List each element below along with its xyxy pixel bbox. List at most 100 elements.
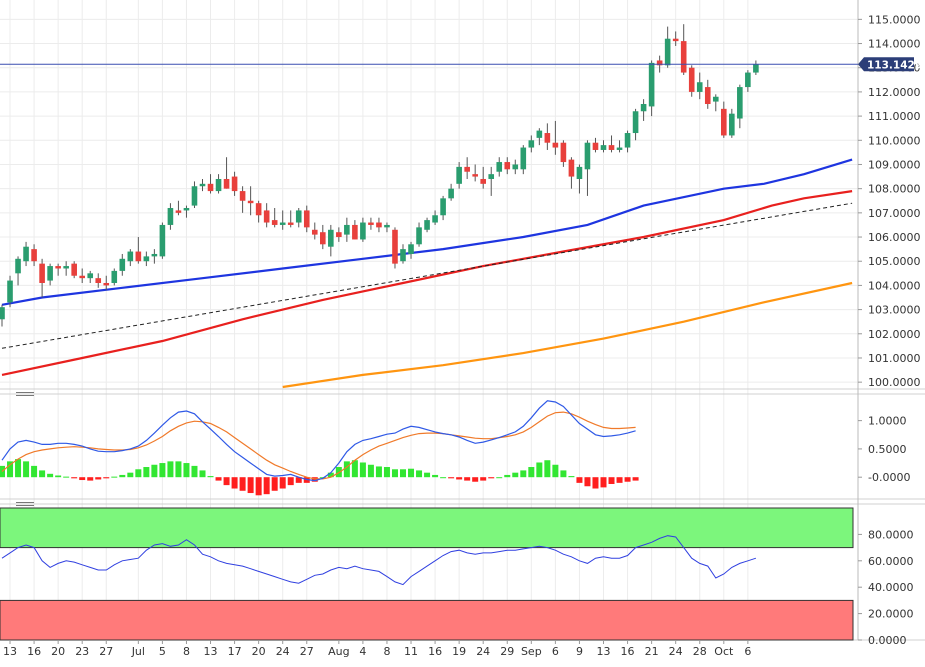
moving-averages (1, 158, 853, 389)
candle-body (576, 166, 583, 179)
macd-histogram-bar (15, 459, 22, 478)
candle-body (119, 258, 126, 271)
macd-histogram-bar (552, 464, 559, 478)
macd-histogram-bar (231, 477, 238, 489)
macd-histogram-bar (119, 474, 126, 478)
macd-histogram-bar (592, 477, 599, 489)
moving-average-line-1 (1, 190, 853, 376)
candle-body (656, 60, 663, 66)
candle-body (729, 113, 735, 136)
macd-indicator (0, 400, 639, 496)
macd-histogram-bar (103, 477, 110, 479)
x-tick-label: 28 (693, 645, 707, 658)
x-tick-label: 8 (383, 645, 390, 658)
candle-body (600, 145, 607, 150)
rsi-tick-label: 60.0000 (868, 555, 914, 568)
candle-body (328, 229, 334, 247)
rsi-tick-label: 80.0000 (868, 528, 914, 541)
candle-body (408, 244, 414, 254)
candle-body (0, 307, 5, 320)
price-tick-label: 103.0000 (868, 304, 921, 317)
x-tick-label: 6 (744, 645, 751, 658)
candle-body (472, 174, 478, 177)
price-tick-label: 101.0000 (868, 352, 921, 365)
macd-histogram-bar (488, 477, 495, 479)
candle-body (344, 224, 350, 235)
x-tick-label: 13 (597, 645, 611, 658)
x-tick-label: 13 (204, 645, 218, 658)
macd-histogram-bar (632, 477, 639, 481)
candle-body (721, 108, 727, 136)
candle-body (440, 198, 446, 216)
macd-histogram-bar (520, 470, 527, 478)
x-tick-label: 13 (3, 645, 17, 658)
candle-body (320, 232, 326, 245)
panel-handle (16, 395, 34, 396)
candle-body (111, 270, 118, 283)
panel-handle (16, 392, 34, 393)
macd-tick-label: 0.5000 (868, 443, 907, 456)
macd-histogram-bar (560, 470, 567, 478)
macd-histogram-bar (544, 460, 551, 478)
candle-body (632, 111, 639, 134)
x-tick-label: 16 (27, 645, 41, 658)
candle-body (712, 96, 719, 102)
candle-body (544, 133, 551, 143)
macd-histogram-bar (416, 470, 423, 478)
candle-body (480, 178, 486, 184)
candle-body (640, 104, 647, 112)
oversold-zone (0, 599, 854, 641)
macd-histogram-bar (528, 467, 535, 478)
macd-histogram-bar (247, 477, 254, 494)
x-tick-label: Oct (714, 645, 734, 658)
candle-body (95, 278, 102, 283)
x-tick-label: 9 (576, 645, 583, 658)
candle-body (704, 87, 711, 105)
x-tick-label: 24 (669, 645, 683, 658)
price-tick-label: 107.0000 (868, 207, 921, 220)
macd-histogram-bar (183, 463, 190, 478)
macd-histogram-bar (424, 472, 431, 478)
candle-body (352, 224, 358, 240)
candle-body (592, 142, 599, 150)
candle-body (287, 222, 294, 225)
macd-histogram-bar (295, 477, 302, 483)
macd-histogram-bar (327, 472, 334, 478)
candle-body (183, 208, 190, 211)
macd-histogram-bar (143, 467, 150, 478)
macd-histogram-bar (504, 474, 511, 478)
macd-histogram-bar (287, 477, 294, 486)
candle-body (696, 82, 703, 92)
price-tick-label: 104.0000 (868, 279, 921, 292)
macd-histogram-bar (343, 461, 350, 478)
macd-histogram-bar (207, 476, 214, 478)
x-tick-label: 27 (99, 645, 113, 658)
overbought-zone (0, 507, 854, 549)
macd-line (1, 400, 636, 482)
macd-histogram-bar (23, 461, 30, 478)
price-tick-label: 111.0000 (868, 110, 921, 123)
candle-body (207, 183, 214, 192)
macd-histogram-bar (624, 477, 631, 482)
candle-body (400, 249, 406, 262)
macd-histogram-bar (391, 469, 398, 478)
candle-body (384, 224, 390, 228)
macd-histogram-bar (31, 465, 38, 478)
candle-body (424, 220, 430, 230)
macd-histogram-bar (135, 469, 142, 478)
candle-body (504, 162, 511, 170)
price-tick-label: 110.0000 (868, 134, 921, 147)
x-tick-label: Jul (131, 645, 145, 658)
candle-body (528, 140, 535, 148)
candle-body (745, 72, 751, 88)
macd-histogram-bar (536, 462, 543, 478)
macd-histogram-bar (448, 477, 455, 479)
macd-histogram-bar (608, 477, 615, 484)
macd-histogram-bar (87, 477, 94, 481)
rsi-line (1, 535, 757, 586)
macd-histogram-bar (39, 470, 46, 478)
macd-histogram-bar (215, 477, 222, 481)
candle-body (448, 188, 454, 199)
macd-histogram-bar (464, 477, 471, 481)
